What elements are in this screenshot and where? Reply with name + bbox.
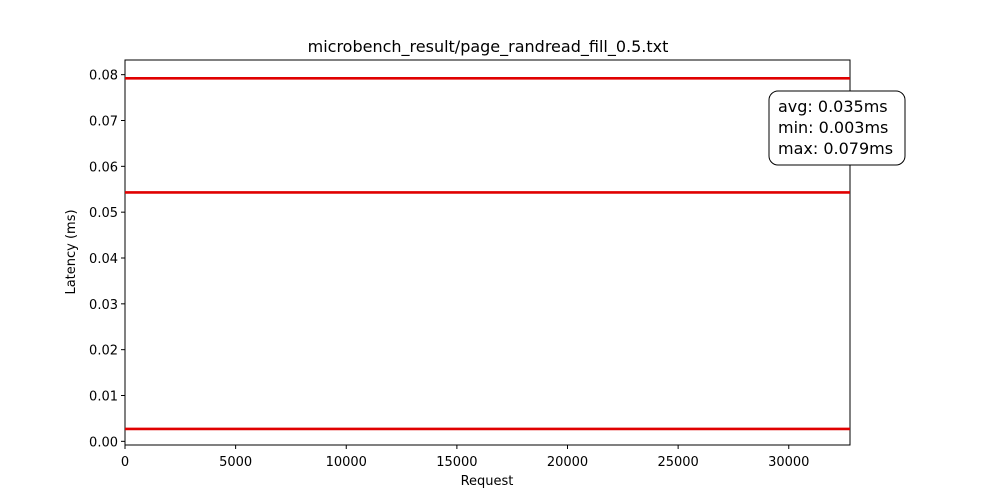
x-axis-label: Request (461, 474, 514, 489)
x-axis: 0 5000 10000 15000 20000 25000 30000 (121, 445, 809, 470)
y-tick-label: 0.08 (89, 69, 118, 84)
y-tick-label: 0.06 (89, 160, 118, 175)
chart-title: microbench_result/page_randread_fill_0.5… (308, 37, 669, 57)
stats-avg: avg: 0.035ms (778, 97, 888, 116)
y-tick-label: 0.07 (89, 115, 118, 130)
stats-min: min: 0.003ms (778, 118, 888, 137)
y-axis-label: Latency (ms) (64, 209, 79, 294)
series-layer (125, 77, 850, 431)
x-tick-label: 0 (121, 455, 129, 470)
y-tick-label: 0.05 (89, 206, 118, 221)
x-tick-label: 10000 (326, 455, 367, 470)
x-tick-label: 15000 (436, 455, 477, 470)
stats-annotation-box (768, 90, 906, 166)
y-tick-label: 0.01 (89, 390, 118, 405)
x-tick-label: 25000 (657, 455, 698, 470)
stats-max: max: 0.079ms (778, 139, 893, 158)
y-tick-label: 0.04 (89, 252, 118, 267)
plot-area (124, 59, 851, 446)
stats-annotation: avg: 0.035ms min: 0.003ms max: 0.079ms (768, 90, 906, 166)
x-tick-label: 5000 (219, 455, 252, 470)
y-axis: 0.00 0.01 0.02 0.03 0.04 0.05 0.06 0.07 0.08 (89, 69, 125, 450)
x-tick-label: 30000 (768, 455, 809, 470)
y-tick-label: 0.02 (89, 344, 118, 359)
y-tick-label: 0.03 (89, 298, 118, 313)
y-tick-label: 0.00 (89, 435, 118, 450)
x-tick-label: 20000 (547, 455, 588, 470)
